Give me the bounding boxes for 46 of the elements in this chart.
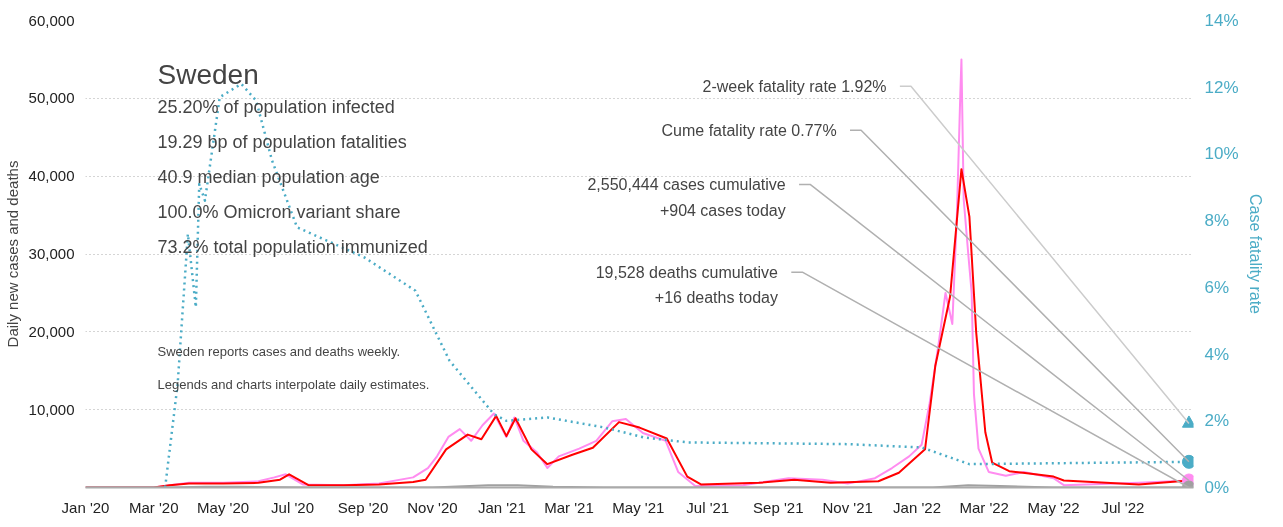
text: Sweden [157,58,259,90]
x-tick-label: May '22 [1027,498,1080,516]
x-tick-label: Mar '20 [128,498,179,516]
y-tick-label: 40,000 [28,167,75,185]
x-tick-label: May '20 [197,498,250,516]
y-tick-label: 30,000 [28,245,75,262]
x-tick-label: Nov '20 [407,498,458,516]
y2-tick-label: 2% [1204,411,1230,431]
y-tick-label: 20,000 [28,322,75,340]
x-tick-label: Mar '22 [959,498,1009,516]
y-tick-label: 60,000 [28,11,75,29]
x-tick-label: Jan '22 [893,498,942,516]
annotation: 73.2% total population immunized [157,237,428,258]
annotation: Sweden reports cases and deaths weekly. [157,344,401,360]
x-tick-label: Jan '20 [61,498,110,516]
y2-tick-label: 8% [1204,211,1230,231]
y2-tick-label: 14% [1204,11,1239,30]
x-tick-label: Jul '21 [686,498,730,516]
annotation: 19.29 bp of population fatalities [157,132,407,153]
annotation: 2,550,444 cases cumulative [587,175,786,193]
annotation: 25.20% of population infected [157,97,395,118]
annotation: 40.9 median population age [157,167,380,188]
y-tick-label: 50,000 [28,89,75,107]
x-tick-label: Jan '21 [477,498,526,516]
y-tick-label: 10,000 [28,400,75,418]
annotation: +16 deaths today [654,288,779,306]
x-tick-label: Nov '21 [822,498,873,516]
y2-tick-label: 12% [1204,77,1239,97]
y2-tick-label: 6% [1204,277,1230,297]
y2-tick-label: 4% [1204,344,1230,364]
y2-tick-label: 0% [1204,478,1230,497]
annotation: Cume fatality rate 0.77% [661,121,837,139]
annotation: 100.0% Omicron variant share [157,202,401,223]
annotation: Legends and charts interpolate daily estimates. [157,376,430,392]
y2-tick-label: 10% [1204,144,1239,164]
annotation: 2-week fatality rate 1.92% [702,77,887,95]
y-axis-title: Daily new cases and deaths [3,160,21,348]
x-tick-label: Jul '20 [271,498,314,516]
y2-axis-title: Case fatality rate [1246,193,1264,315]
x-tick-label: Sep '20 [337,498,389,516]
x-tick-label: Mar '21 [544,498,594,516]
annotation: 19,528 deaths cumulative [595,263,779,281]
annotation: +904 cases today [659,201,786,219]
x-tick-label: May '21 [612,498,665,516]
x-tick-label: Sep '21 [753,498,804,516]
x-tick-label: Jul '22 [1101,498,1145,516]
